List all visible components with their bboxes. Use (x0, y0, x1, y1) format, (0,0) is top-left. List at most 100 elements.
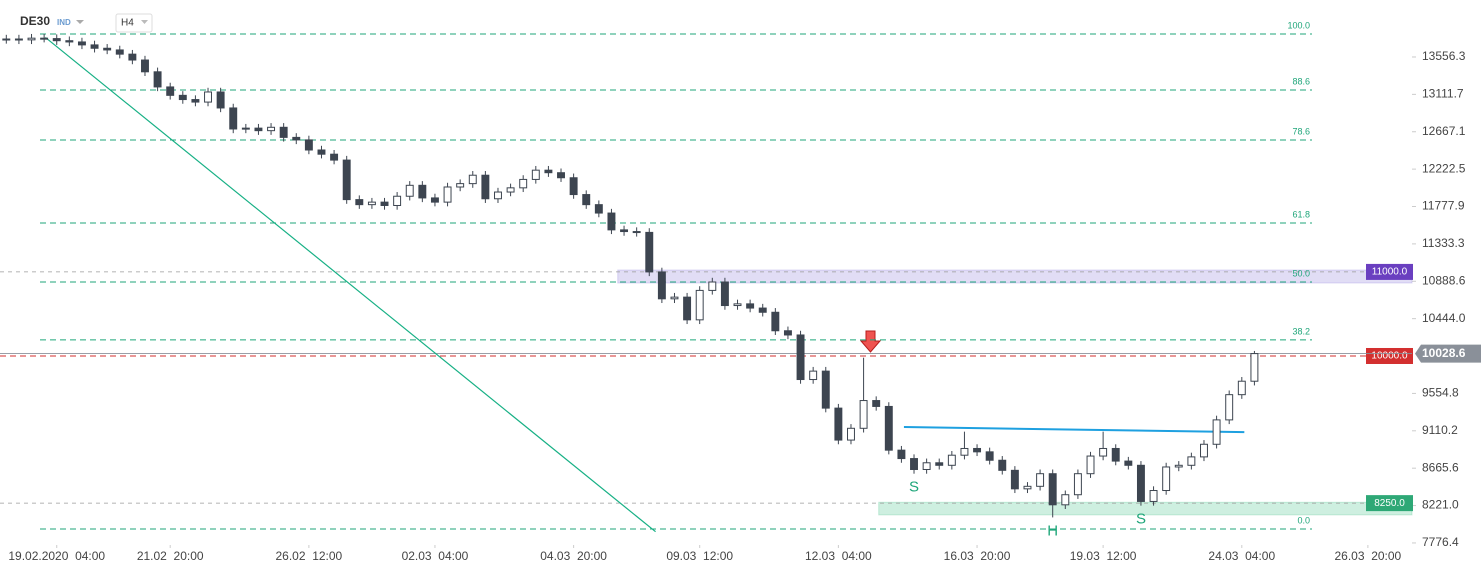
candle-body (998, 459, 1007, 471)
candle-body (1036, 473, 1045, 487)
candle-body (746, 303, 755, 309)
y-tick-label: 10888.6 (1422, 273, 1466, 287)
candle-body (645, 231, 654, 273)
fib-label: 61.8 (1292, 209, 1310, 219)
candle-body (1099, 447, 1108, 457)
candle-body (1212, 419, 1221, 445)
x-tick-label: 09.03 12:00 (666, 549, 733, 563)
candle-body (2, 38, 11, 41)
candle-body (935, 462, 944, 466)
candle-body (443, 186, 452, 203)
candle-body (279, 126, 288, 138)
dropdown-icon[interactable] (76, 20, 84, 24)
timeframe: H4 (121, 18, 134, 29)
x-tick-label: 24.03 04:00 (1208, 549, 1275, 563)
candle-body (872, 400, 881, 407)
candle-body (355, 199, 364, 206)
fib-label: 50.0 (1292, 268, 1310, 278)
y-tick-label: 12222.5 (1422, 161, 1466, 175)
trend-line (45, 36, 656, 533)
candle-body (254, 127, 263, 132)
candle-body (304, 139, 313, 151)
x-tick-label: 21.02 20:00 (137, 549, 204, 563)
last-price-box (1415, 344, 1481, 363)
candle-body (40, 37, 49, 40)
candle-body (1111, 447, 1120, 462)
candle-body (607, 212, 616, 231)
candle-body (1187, 456, 1196, 466)
candle-body (65, 40, 74, 43)
candle-body (1048, 473, 1057, 506)
candle-body (418, 184, 427, 199)
candle-body (393, 195, 402, 206)
candle-body (52, 38, 61, 42)
candle-body (494, 191, 502, 200)
zone-label: 8250.0 (1374, 498, 1405, 509)
symbol: DE30 (20, 14, 50, 28)
candle-body (216, 91, 225, 109)
candle-body (153, 71, 162, 88)
candle-body (367, 201, 376, 206)
candle-body (292, 136, 301, 141)
candle-body (27, 37, 36, 41)
candle-body (229, 107, 238, 130)
candle-body (1149, 490, 1158, 502)
candle-body (317, 149, 326, 155)
candle-body (670, 296, 679, 300)
candle-body (330, 153, 339, 161)
down-arrow (859, 330, 882, 353)
candle-body (77, 41, 86, 46)
fib-label: 78.6 (1292, 126, 1310, 136)
candle-body (128, 53, 137, 61)
candle-body (884, 405, 893, 451)
candle-body (1086, 455, 1095, 475)
y-tick-label: 11777.9 (1422, 199, 1465, 213)
candle-body (859, 400, 868, 429)
candle-body (733, 303, 742, 307)
candle-body (519, 178, 528, 189)
candle-body (430, 197, 439, 203)
y-tick-label: 8221.0 (1422, 498, 1459, 512)
x-tick-label: 12.03 04:00 (805, 549, 872, 563)
x-tick-label: 26.02 12:00 (276, 549, 343, 563)
candle-body (1225, 394, 1234, 421)
candle-body (897, 449, 906, 460)
price-label: 10000.0 (1371, 351, 1408, 362)
y-tick-label: 7776.4 (1422, 535, 1459, 549)
candle-body (204, 91, 212, 103)
candle-body (771, 311, 780, 332)
candle-body (1061, 494, 1070, 506)
candle-body (1162, 466, 1171, 492)
y-tick-label: 13556.3 (1422, 49, 1466, 63)
candle-body (557, 172, 565, 179)
candle-body (468, 174, 477, 185)
candle-body (594, 204, 603, 214)
candle-body (531, 169, 540, 180)
candle-body (342, 159, 351, 201)
candle-body (115, 49, 124, 55)
candle-body (582, 194, 591, 206)
candle-body (178, 94, 187, 101)
y-tick-label: 8665.6 (1422, 460, 1459, 474)
candle-body (758, 307, 767, 313)
y-tick-label: 9110.2 (1422, 423, 1458, 437)
dropdown-icon (141, 20, 148, 24)
candle-body (847, 427, 855, 441)
candle-body (405, 184, 414, 197)
timeframe-box[interactable] (115, 13, 153, 33)
candle-body (796, 334, 805, 381)
last-price-label: 10028.6 (1422, 346, 1466, 360)
candle-body (1237, 380, 1246, 396)
candle-body (544, 169, 553, 174)
fib-label: 0.0 (1297, 515, 1310, 525)
candle-body (821, 370, 830, 409)
candle-body (1200, 443, 1208, 458)
zone-label-box (1366, 263, 1413, 280)
candle-body (708, 281, 717, 291)
candle-body (90, 44, 99, 49)
candle-body (506, 187, 515, 193)
zone-label-box (1366, 495, 1413, 512)
candle-body (985, 451, 994, 461)
pattern-label: S (1136, 511, 1146, 528)
